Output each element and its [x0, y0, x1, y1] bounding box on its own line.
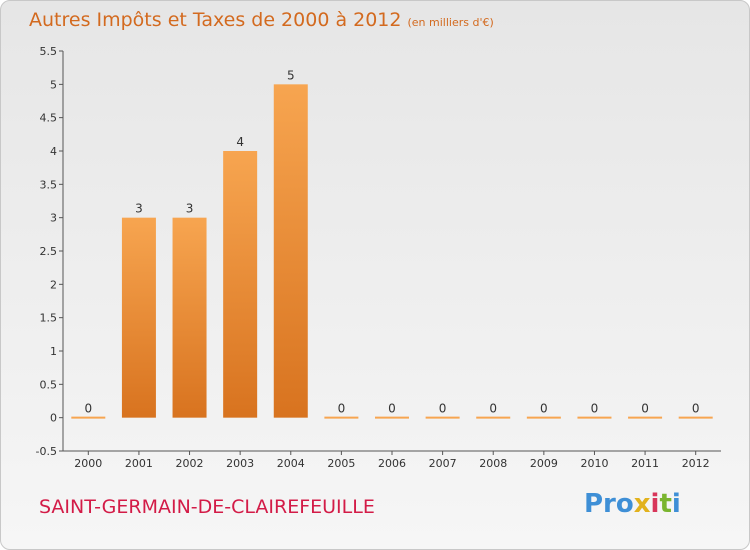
- data-label-2008: 0: [489, 402, 497, 416]
- x-tick-label-2003: 2003: [226, 457, 254, 470]
- chart-title-unit: (en milliers d'€): [407, 16, 494, 29]
- logo-part-4: t: [659, 489, 672, 519]
- x-tick-label-2005: 2005: [327, 457, 355, 470]
- x-tick-label-2011: 2011: [631, 457, 659, 470]
- chart-title-main: Autres Impôts et Taxes de 2000 à 2012: [29, 9, 402, 31]
- x-tick-label-2007: 2007: [429, 457, 457, 470]
- data-label-2002: 3: [186, 202, 194, 216]
- bar-2002: [172, 217, 207, 418]
- y-tick-label-0: 0: [50, 412, 57, 425]
- bar-2003: [223, 151, 258, 418]
- labels-group: 0200032001320024200352004020050200602007…: [36, 45, 710, 470]
- data-label-2012: 0: [692, 402, 700, 416]
- y-tick-label-4.5: 4.5: [40, 112, 58, 125]
- data-label-2010: 0: [591, 402, 599, 416]
- y-tick-label-3.5: 3.5: [40, 178, 58, 191]
- x-tick-label-2008: 2008: [479, 457, 507, 470]
- data-label-2007: 0: [439, 402, 447, 416]
- y-tick-label-1.5: 1.5: [40, 312, 58, 325]
- data-label-2011: 0: [641, 402, 649, 416]
- bars-group: [71, 84, 713, 419]
- x-tick-label-2001: 2001: [125, 457, 153, 470]
- logo-part-3: i: [650, 489, 660, 519]
- bar-2004: [273, 84, 308, 418]
- data-label-2001: 3: [135, 202, 143, 216]
- x-tick-label-2000: 2000: [74, 457, 102, 470]
- axes-group: [59, 50, 721, 455]
- data-label-2000: 0: [84, 402, 92, 416]
- y-tick-label-1: 1: [50, 345, 57, 358]
- data-label-2003: 4: [236, 135, 244, 149]
- x-tick-label-2010: 2010: [580, 457, 608, 470]
- logo-part-1: Pro: [584, 489, 634, 519]
- y-tick-label-5.5: 5.5: [40, 45, 58, 58]
- y-tick-label-2: 2: [50, 278, 57, 291]
- y-tick-label-5: 5: [50, 78, 57, 91]
- data-label-2006: 0: [388, 402, 396, 416]
- x-tick-label-2004: 2004: [277, 457, 305, 470]
- data-label-2004: 5: [287, 68, 295, 82]
- data-label-2005: 0: [338, 402, 346, 416]
- x-tick-label-2006: 2006: [378, 457, 406, 470]
- chart-title: Autres Impôts et Taxes de 2000 à 2012 (en…: [29, 9, 494, 31]
- x-tick-label-2002: 2002: [176, 457, 204, 470]
- y-tick-label-0.5: 0.5: [40, 378, 58, 391]
- logo-part-2: x: [633, 489, 651, 519]
- commune-name: SAINT-GERMAIN-DE-CLAIREFEUILLE: [39, 496, 375, 518]
- y-tick-label-2.5: 2.5: [40, 245, 58, 258]
- proxiti-logo: Proxiti: [584, 489, 681, 519]
- y-tick-label-4: 4: [50, 145, 57, 158]
- data-label-2009: 0: [540, 402, 548, 416]
- y-tick-label--0.5: -0.5: [36, 445, 57, 458]
- y-tick-label-3: 3: [50, 212, 57, 225]
- x-tick-label-2009: 2009: [530, 457, 558, 470]
- bar-2001: [121, 217, 156, 418]
- logo-part-5: i: [671, 489, 681, 519]
- x-tick-label-2012: 2012: [682, 457, 710, 470]
